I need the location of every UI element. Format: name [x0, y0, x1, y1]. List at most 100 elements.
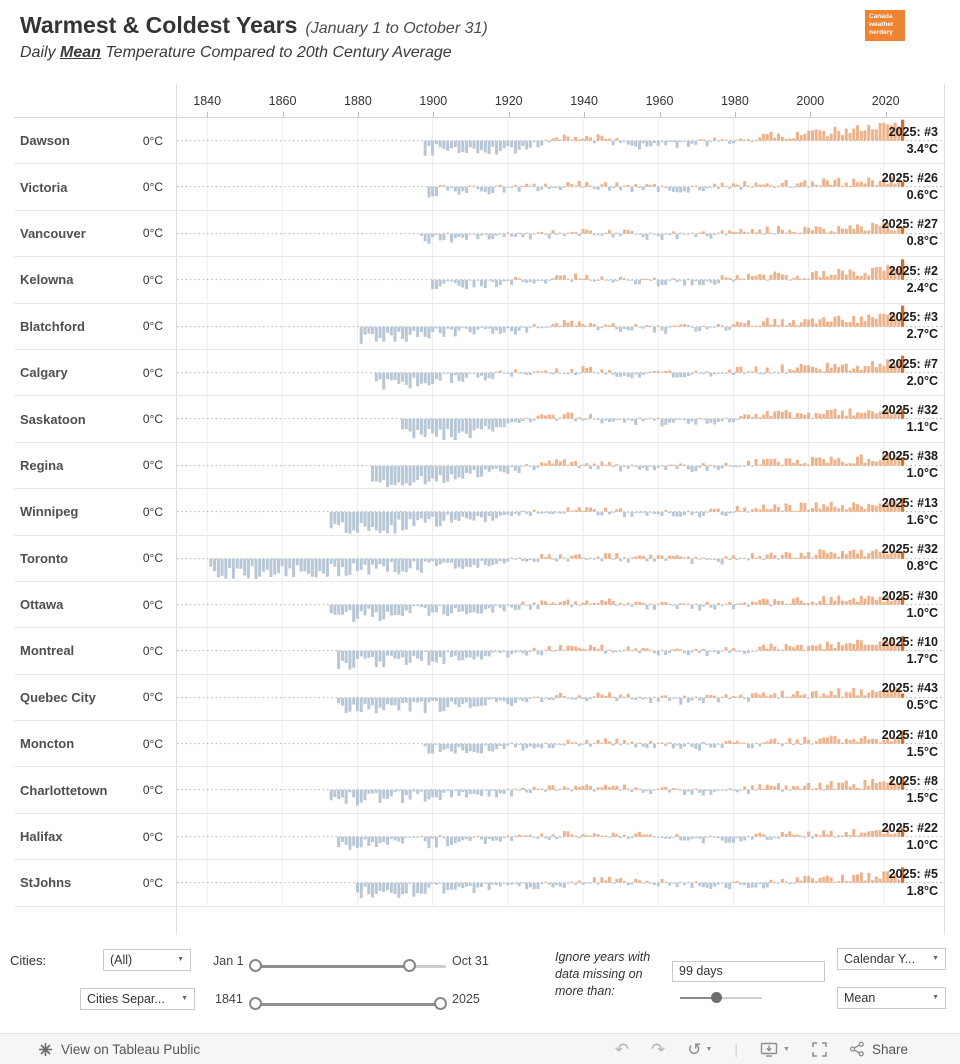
axis-tick-label: 1980 [720, 94, 749, 108]
city-label: Saskatoon [20, 411, 86, 427]
chart-rows: Dawson 0°C 2025: #3 3.4°C Victoria 0°C 2… [14, 118, 945, 907]
anomaly-bars [177, 721, 944, 767]
zero-axis-label: 0°C [142, 133, 163, 148]
city-label: Ottawa [20, 597, 64, 613]
annotation-2025: 2025: #7 2.0°C [889, 356, 938, 390]
canada-weather-nerdery-logo[interactable]: Canada weather nerdery [865, 10, 905, 41]
city-anomaly-chart[interactable]: 2025: #22 1.0°C [176, 813, 945, 860]
zero-axis-label: 0°C [142, 829, 163, 844]
date-range-slider[interactable] [249, 958, 446, 973]
city-anomaly-chart[interactable]: 2025: #32 1.1°C [176, 396, 945, 442]
city-anomaly-chart[interactable]: 2025: #32 0.8°C [176, 535, 945, 581]
city-anomaly-chart[interactable]: 2025: #5 1.8°C [176, 860, 945, 906]
annotation-rank: 2025: #5 [888, 866, 938, 881]
city-label: Halifax [20, 829, 63, 845]
annotation-value: 1.0°C [906, 837, 938, 852]
city-label: Dawson [20, 133, 70, 149]
chevron-down-icon: ▼ [932, 994, 939, 1002]
calendar-year-dropdown[interactable]: Calendar Y... ▼ [837, 947, 946, 970]
city-anomaly-chart[interactable]: 2025: #43 0.5°C [176, 674, 945, 721]
city-row: Vancouver 0°C 2025: #27 0.8°C [14, 210, 945, 258]
city-anomaly-chart[interactable]: 2025: #7 2.0°C [176, 349, 945, 396]
annotation-value: 1.5°C [906, 791, 938, 806]
city-anomaly-chart[interactable]: 2025: #30 1.0°C [176, 581, 945, 628]
axis-tick-mark [207, 112, 209, 117]
fullscreen-icon[interactable] [812, 1041, 827, 1057]
axis-tick-mark [584, 112, 586, 117]
city-anomaly-chart[interactable]: 2025: #3 3.4°C [176, 118, 945, 164]
city-anomaly-chart[interactable]: 2025: #27 0.8°C [176, 210, 945, 257]
city-anomaly-chart[interactable]: 2025: #26 0.6°C [176, 164, 945, 210]
annotation-2025: 2025: #10 1.5°C [882, 727, 938, 761]
city-label: Blatchford [20, 318, 85, 334]
year-slider-right-handle[interactable] [434, 996, 447, 1010]
annotation-rank: 2025: #10 [881, 727, 938, 742]
axis-tick-mark [282, 112, 284, 117]
chevron-down-icon[interactable]: ▼ [705, 1045, 713, 1053]
anomaly-bars [177, 118, 944, 164]
axis-tick-label: 2000 [796, 94, 825, 108]
anomaly-bars [177, 581, 944, 628]
zero-axis-label: 0°C [142, 226, 163, 241]
subtitle-mean-emphasis: Mean [60, 44, 101, 61]
annotation-2025: 2025: #43 0.5°C [882, 680, 938, 714]
replay-icon[interactable]: ↺ [687, 1039, 702, 1059]
city-anomaly-chart[interactable]: 2025: #8 1.5°C [176, 767, 945, 813]
view-on-tableau-public-link[interactable]: View on Tableau Public [38, 1042, 200, 1057]
download-button[interactable]: ▼ [760, 1042, 790, 1057]
annotation-2025: 2025: #22 1.0°C [882, 820, 938, 854]
city-anomaly-chart[interactable]: 2025: #13 1.6°C [176, 489, 945, 535]
city-label: Quebec City [20, 689, 96, 705]
annotation-rank: 2025: #3 [888, 124, 938, 139]
annotation-rank: 2025: #27 [881, 217, 938, 232]
year-slider-left-handle[interactable] [249, 996, 262, 1010]
annotation-2025: 2025: #8 1.5°C [889, 773, 938, 807]
axis-tick-label: 1840 [193, 94, 222, 108]
zero-axis-label: 0°C [142, 504, 163, 519]
year-range-slider[interactable] [249, 996, 447, 1011]
axis-tick-label: 2020 [871, 94, 900, 108]
cities-mode-dropdown[interactable]: Cities Separ... ▼ [80, 987, 195, 1010]
undo-icon[interactable]: ↶ [614, 1039, 629, 1059]
cities-filter-dropdown[interactable]: (All) ▼ [103, 948, 191, 971]
anomaly-bars [177, 813, 944, 860]
share-button[interactable]: Share [849, 1041, 908, 1057]
city-anomaly-chart[interactable]: 2025: #2 2.4°C [176, 257, 945, 303]
city-label: Regina [20, 457, 64, 473]
city-label: StJohns [20, 875, 72, 891]
missing-days-slider[interactable] [680, 991, 762, 1004]
annotation-rank: 2025: #30 [881, 588, 938, 603]
city-anomaly-chart[interactable]: 2025: #38 1.0°C [176, 442, 945, 489]
city-row: Saskatoon 0°C 2025: #32 1.1°C [14, 396, 945, 443]
tableau-public-icon [39, 1042, 52, 1056]
annotation-value: 1.8°C [906, 883, 938, 898]
annotation-rank: 2025: #32 [881, 542, 938, 557]
city-label: Toronto [20, 550, 69, 566]
chevron-down-icon: ▼ [783, 1045, 790, 1053]
measure-dropdown[interactable]: Mean ▼ [837, 986, 946, 1009]
zero-axis-label: 0°C [142, 736, 163, 751]
axis-tick-mark [810, 112, 812, 117]
axis-tick-label: 1880 [344, 94, 372, 108]
anomaly-bars [177, 628, 944, 674]
date-slider-max-label: Oct 31 [452, 953, 489, 968]
axis-tick-mark [508, 112, 510, 117]
page-title: Warmest & Coldest Years [20, 12, 298, 38]
year-axis: 1840 1860 1880 1900 1920 1940 1960 1980 2000 2020 [14, 84, 945, 118]
annotation-rank: 2025: #2 [888, 263, 938, 278]
chevron-down-icon: ▼ [177, 956, 184, 964]
annotation-value: 1.6°C [906, 512, 938, 527]
city-anomaly-chart[interactable]: 2025: #10 1.5°C [176, 721, 945, 767]
annotation-value: 0.5°C [906, 698, 938, 713]
header: Warmest & Coldest Years (January 1 to Oc… [0, 0, 960, 80]
missing-days-input[interactable] [672, 960, 825, 982]
city-row: Toronto 0°C 2025: #32 0.8°C [14, 535, 945, 582]
date-slider-left-handle[interactable] [249, 958, 262, 972]
zero-axis-label: 0°C [142, 458, 163, 473]
missing-days-slider-handle[interactable] [711, 991, 722, 1003]
city-anomaly-chart[interactable]: 2025: #10 1.7°C [176, 628, 945, 674]
date-slider-right-handle[interactable] [403, 958, 416, 972]
redo-icon[interactable]: ↷ [650, 1039, 666, 1059]
city-row: Regina 0°C 2025: #38 1.0°C [14, 442, 945, 490]
city-anomaly-chart[interactable]: 2025: #3 2.7°C [176, 303, 945, 349]
